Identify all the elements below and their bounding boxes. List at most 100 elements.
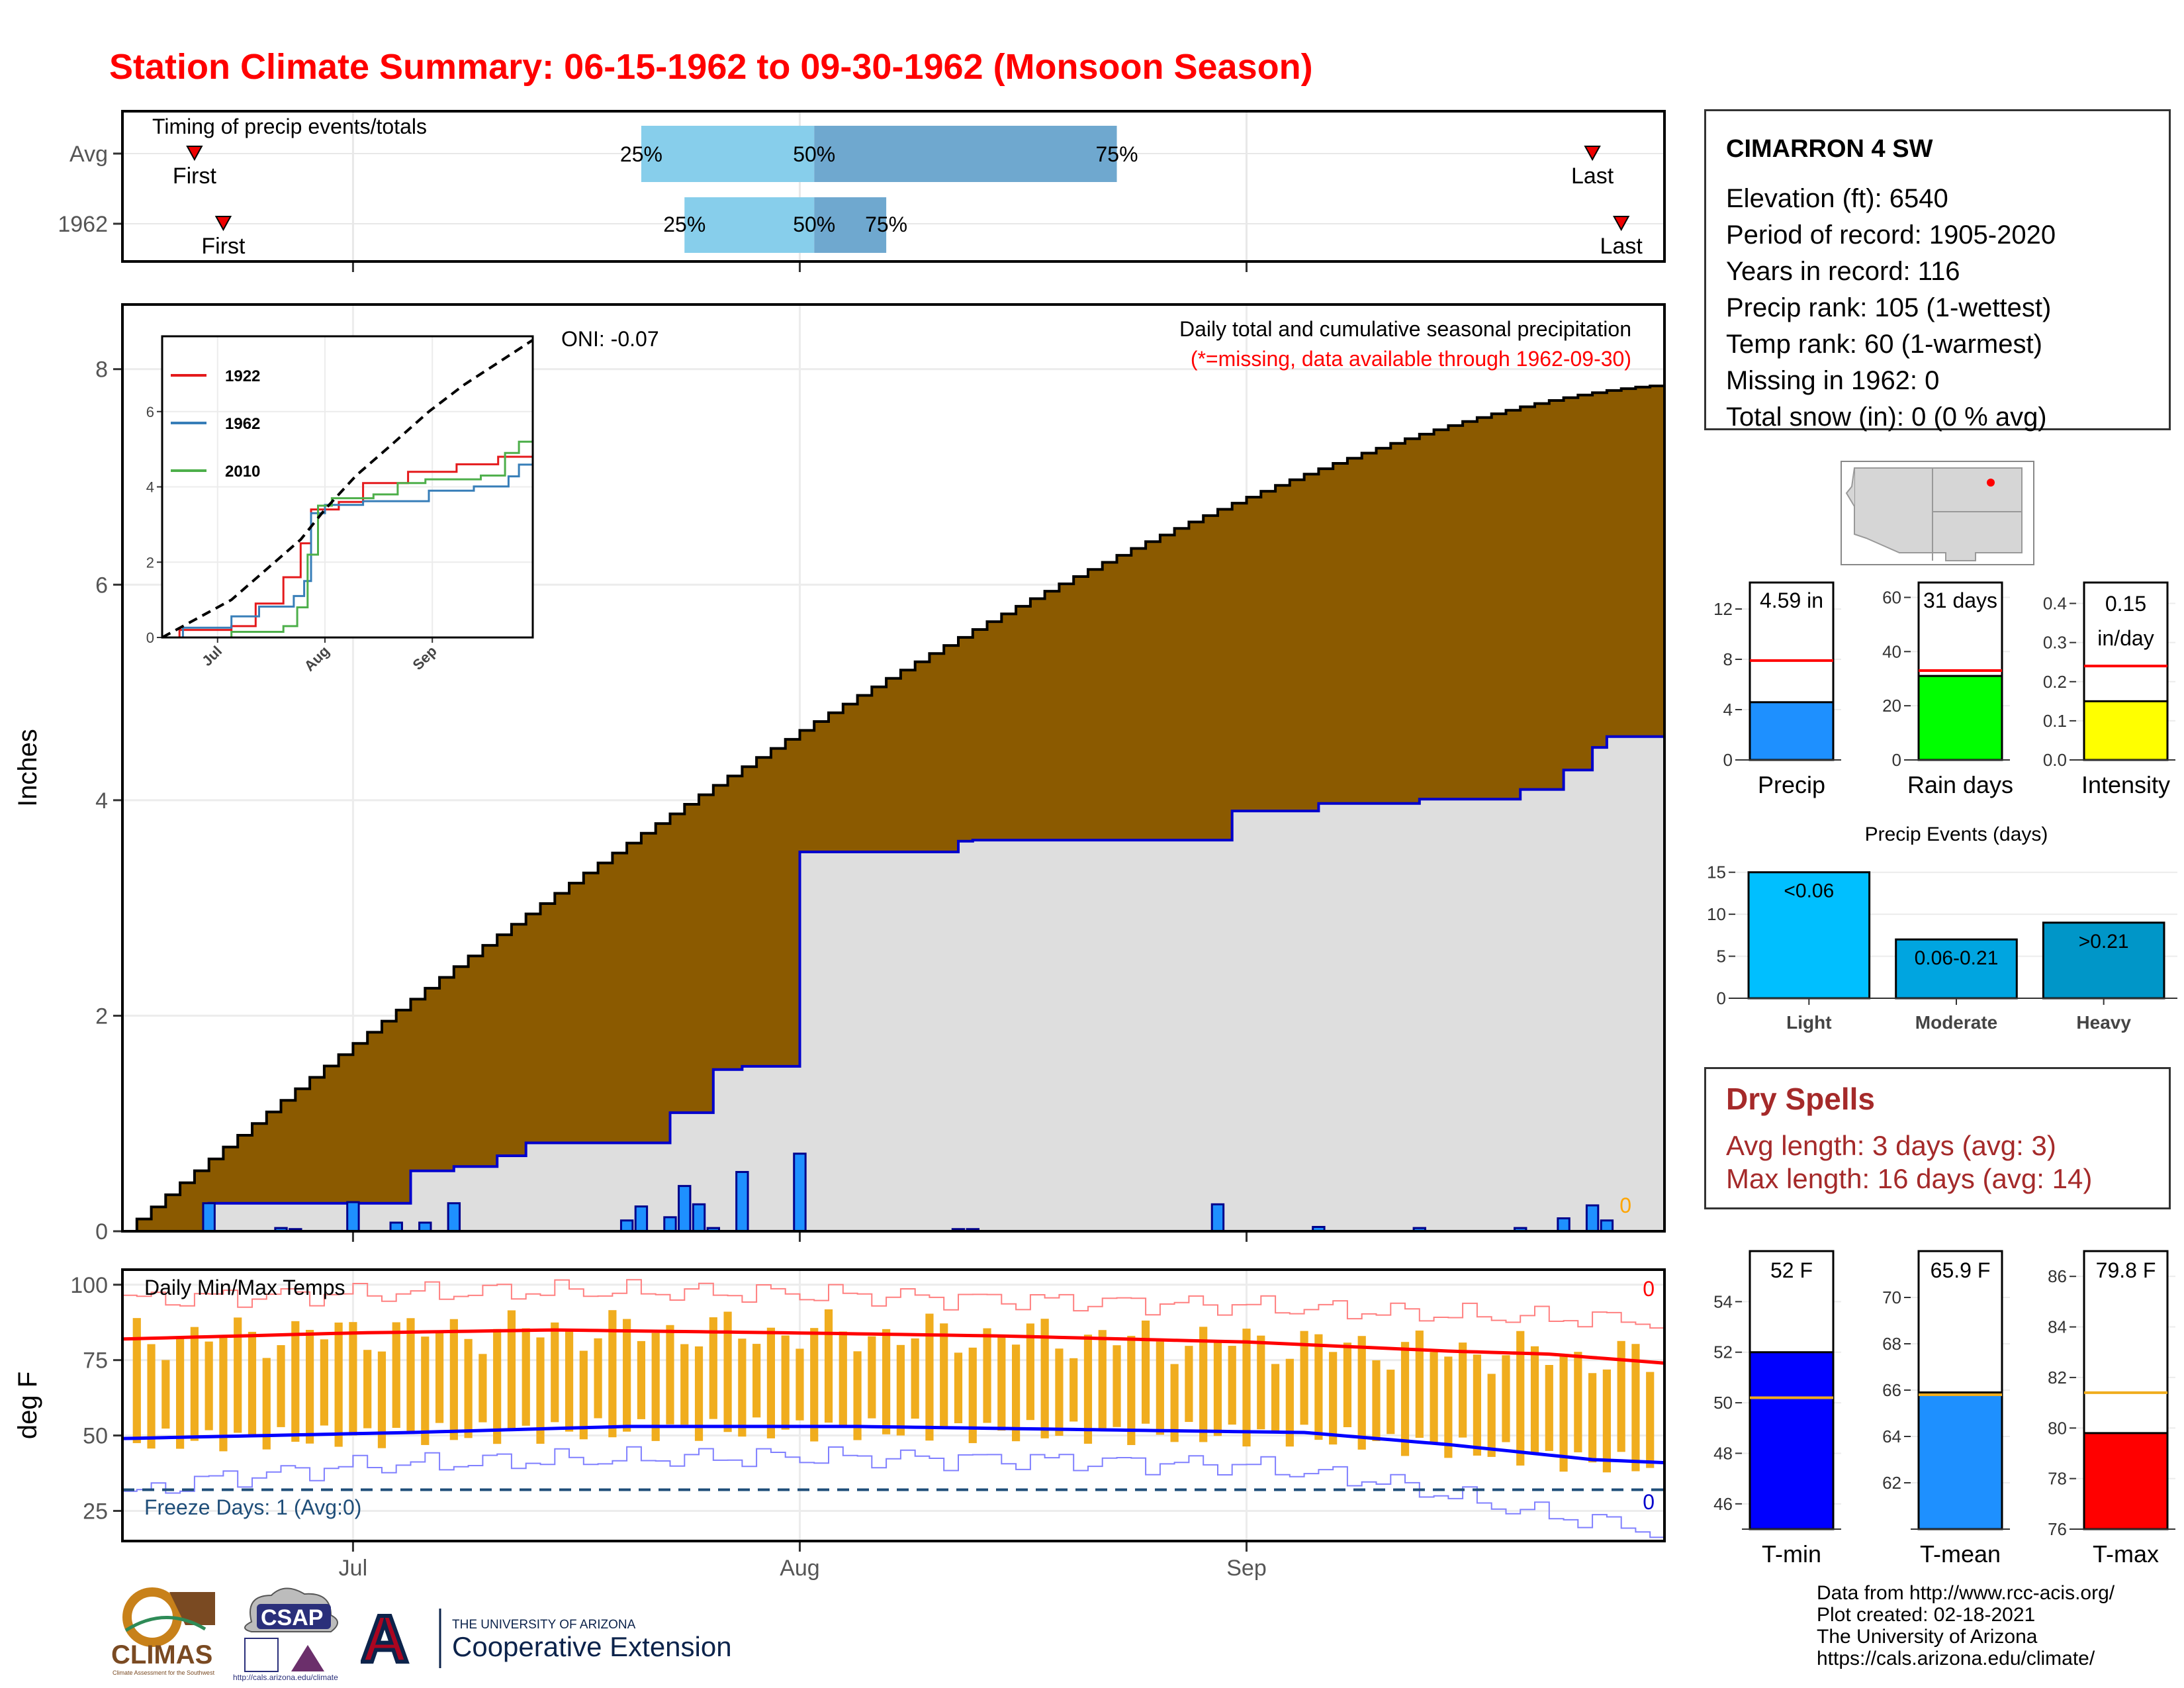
daily-temp-bar bbox=[551, 1322, 559, 1423]
csap-logo: CSAP http://cals.arizona.edu/climate bbox=[233, 1587, 338, 1681]
timing-p50-label: 50% bbox=[793, 212, 835, 236]
events-y-tick-label: 10 bbox=[1707, 904, 1726, 924]
events-bar-label: 0.06-0.21 bbox=[1915, 947, 1999, 969]
daily-precip-bar bbox=[735, 1170, 749, 1233]
credits: Data from http://www.rcc-acis.org/ Plot … bbox=[1817, 1582, 2115, 1669]
dry-spells-box: Dry Spells Avg length: 3 days (avg: 3) M… bbox=[1704, 1067, 2171, 1209]
temp-x-tick-label: Aug bbox=[780, 1556, 820, 1581]
station-location-marker bbox=[1987, 479, 1995, 487]
daily-temp-bar bbox=[1083, 1335, 1093, 1444]
summary-y-tick-label: 0 bbox=[1723, 750, 1733, 770]
daily-temp-bar bbox=[1387, 1370, 1395, 1434]
csap-url: http://cals.arizona.edu/climate bbox=[233, 1673, 338, 1681]
timing-panel-label: Timing of precip events/totals bbox=[152, 115, 427, 138]
timing-first-marker bbox=[186, 146, 203, 162]
timing-row-label: Avg bbox=[69, 142, 108, 167]
inset-legend-label: 1962 bbox=[225, 415, 260, 433]
precip-panel-title: Daily total and cumulative seasonal prec… bbox=[1179, 317, 1631, 341]
daily-temp-bar bbox=[205, 1341, 213, 1430]
station-elevation: Elevation (ft): 6540 bbox=[1726, 184, 1948, 213]
summary-y-tick-label: 66 bbox=[1882, 1380, 1901, 1400]
daily-temp-bar bbox=[262, 1358, 271, 1450]
daily-temp-bar bbox=[796, 1348, 804, 1421]
daily-temp-bar bbox=[176, 1338, 185, 1449]
daily-temp-bar bbox=[1602, 1369, 1611, 1473]
daily-temp-bar bbox=[853, 1351, 862, 1440]
daily-temp-bar bbox=[320, 1339, 328, 1426]
avg-cumulative-line bbox=[122, 385, 1666, 1233]
temperature-panel: 25 50 75 100 Jul Aug Sep Daily Min/Max Temps Fre… bbox=[13, 1268, 1666, 1581]
daily-temp-bar bbox=[723, 1311, 732, 1432]
daily-temp-bar bbox=[954, 1352, 963, 1423]
daily-temp-bar bbox=[882, 1329, 891, 1434]
precip-events-chart: Precip Events (days) 0 5 10 15 <0.06 Light 0.06… bbox=[1707, 823, 2177, 1033]
daily-temp-bar bbox=[421, 1336, 430, 1445]
events-category-label: Moderate bbox=[1915, 1012, 1997, 1033]
freeze-days-annotation: Freeze Days: 1 (Avg:0) bbox=[144, 1495, 361, 1519]
daily-precip-bar bbox=[793, 1152, 807, 1233]
timing-row-label: 1962 bbox=[58, 212, 108, 237]
daily-temp-bar bbox=[1631, 1344, 1640, 1472]
inset-legend-label: 2010 bbox=[225, 463, 260, 481]
summary-value-label: 79.8 F bbox=[2096, 1258, 2156, 1282]
timing-p25-label: 25% bbox=[620, 142, 662, 166]
daily-temp-bar bbox=[507, 1310, 516, 1430]
daily-temp-bar bbox=[940, 1323, 948, 1429]
observed-cumulative-line bbox=[122, 735, 1664, 1233]
summary-y-tick-label: 76 bbox=[2048, 1519, 2067, 1539]
daily-temp-bar bbox=[738, 1338, 747, 1437]
daily-temp-bar bbox=[1415, 1331, 1424, 1438]
daily-temp-bar bbox=[651, 1333, 660, 1441]
inset-plot-border bbox=[161, 335, 534, 639]
daily-temp-bar bbox=[1545, 1364, 1553, 1451]
summary-bar bbox=[1917, 1391, 2003, 1530]
daily-temp-bar bbox=[680, 1344, 689, 1425]
station-period: Period of record: 1905-2020 bbox=[1726, 220, 2056, 250]
inset-y-tick-label: 0 bbox=[146, 630, 154, 646]
summary-tmean-chart: 62 64 66 68 70 65.9 F T-mean bbox=[1882, 1250, 2010, 1568]
station-precip-rank: Precip rank: 105 (1-wettest) bbox=[1726, 293, 2052, 322]
daily-temp-bar bbox=[1170, 1364, 1179, 1442]
daily-temp-bar bbox=[1199, 1327, 1208, 1442]
daily-precip-bar bbox=[619, 1219, 634, 1233]
summary-precip-chart: 0 4 8 12 4.59 in Precip bbox=[1713, 581, 1841, 798]
summary-category-label: Precip bbox=[1758, 771, 1825, 798]
events-bar-label: <0.06 bbox=[1784, 880, 1834, 902]
daily-temp-bar bbox=[1487, 1374, 1496, 1457]
observed-cumulative-area bbox=[122, 736, 1664, 1231]
daily-temp-bar bbox=[1300, 1331, 1308, 1425]
daily-temp-bar bbox=[810, 1328, 819, 1442]
daily-temp-bar bbox=[1574, 1352, 1582, 1452]
daily-temp-bar bbox=[1156, 1341, 1164, 1435]
daily-temp-bar bbox=[219, 1336, 228, 1452]
summary-y-tick-label: 40 bbox=[1882, 641, 1901, 661]
inset-legend-label: 1922 bbox=[225, 367, 260, 385]
temp-plot-border bbox=[121, 1268, 1666, 1542]
daily-temp-bar bbox=[1098, 1330, 1107, 1429]
daily-temp-bar bbox=[781, 1335, 790, 1430]
summary-y-tick-label: 12 bbox=[1713, 599, 1733, 619]
daily-temp-bar bbox=[1502, 1355, 1510, 1442]
summary-y-tick-label: 82 bbox=[2048, 1368, 2067, 1387]
timing-first-label: First bbox=[201, 234, 246, 259]
events-category-label: Heavy bbox=[2076, 1012, 2131, 1033]
climas-swoosh-icon bbox=[124, 1616, 206, 1632]
climas-logo: CLIMAS Climate Assessment for the Southw… bbox=[111, 1587, 215, 1676]
climas-tagline: Climate Assessment for the Southwest bbox=[113, 1669, 215, 1676]
inset-y-tick-label: 6 bbox=[146, 404, 154, 420]
daily-precip-bar bbox=[202, 1202, 216, 1233]
daily-precip-bar bbox=[447, 1202, 461, 1233]
summary-y-tick-label: 60 bbox=[1882, 587, 1901, 607]
timing-first-marker bbox=[214, 216, 232, 232]
daily-temp-bar bbox=[1444, 1356, 1453, 1458]
summary-y-tick-label: 0.4 bbox=[2043, 594, 2067, 614]
daily-temp-bar bbox=[594, 1338, 602, 1419]
daily-temp-bar bbox=[565, 1329, 574, 1432]
precip-panel-subtitle: (*=missing, data available through 1962-… bbox=[1191, 347, 1631, 371]
state-outline-west bbox=[1845, 467, 1855, 534]
credit-data-source: Data from http://www.rcc-acis.org/ bbox=[1817, 1582, 2115, 1604]
daily-temp-bar bbox=[190, 1327, 199, 1441]
summary-value-label: 52 F bbox=[1770, 1258, 1813, 1282]
daily-temp-bar bbox=[824, 1309, 833, 1423]
daily-temp-bar bbox=[623, 1319, 631, 1432]
